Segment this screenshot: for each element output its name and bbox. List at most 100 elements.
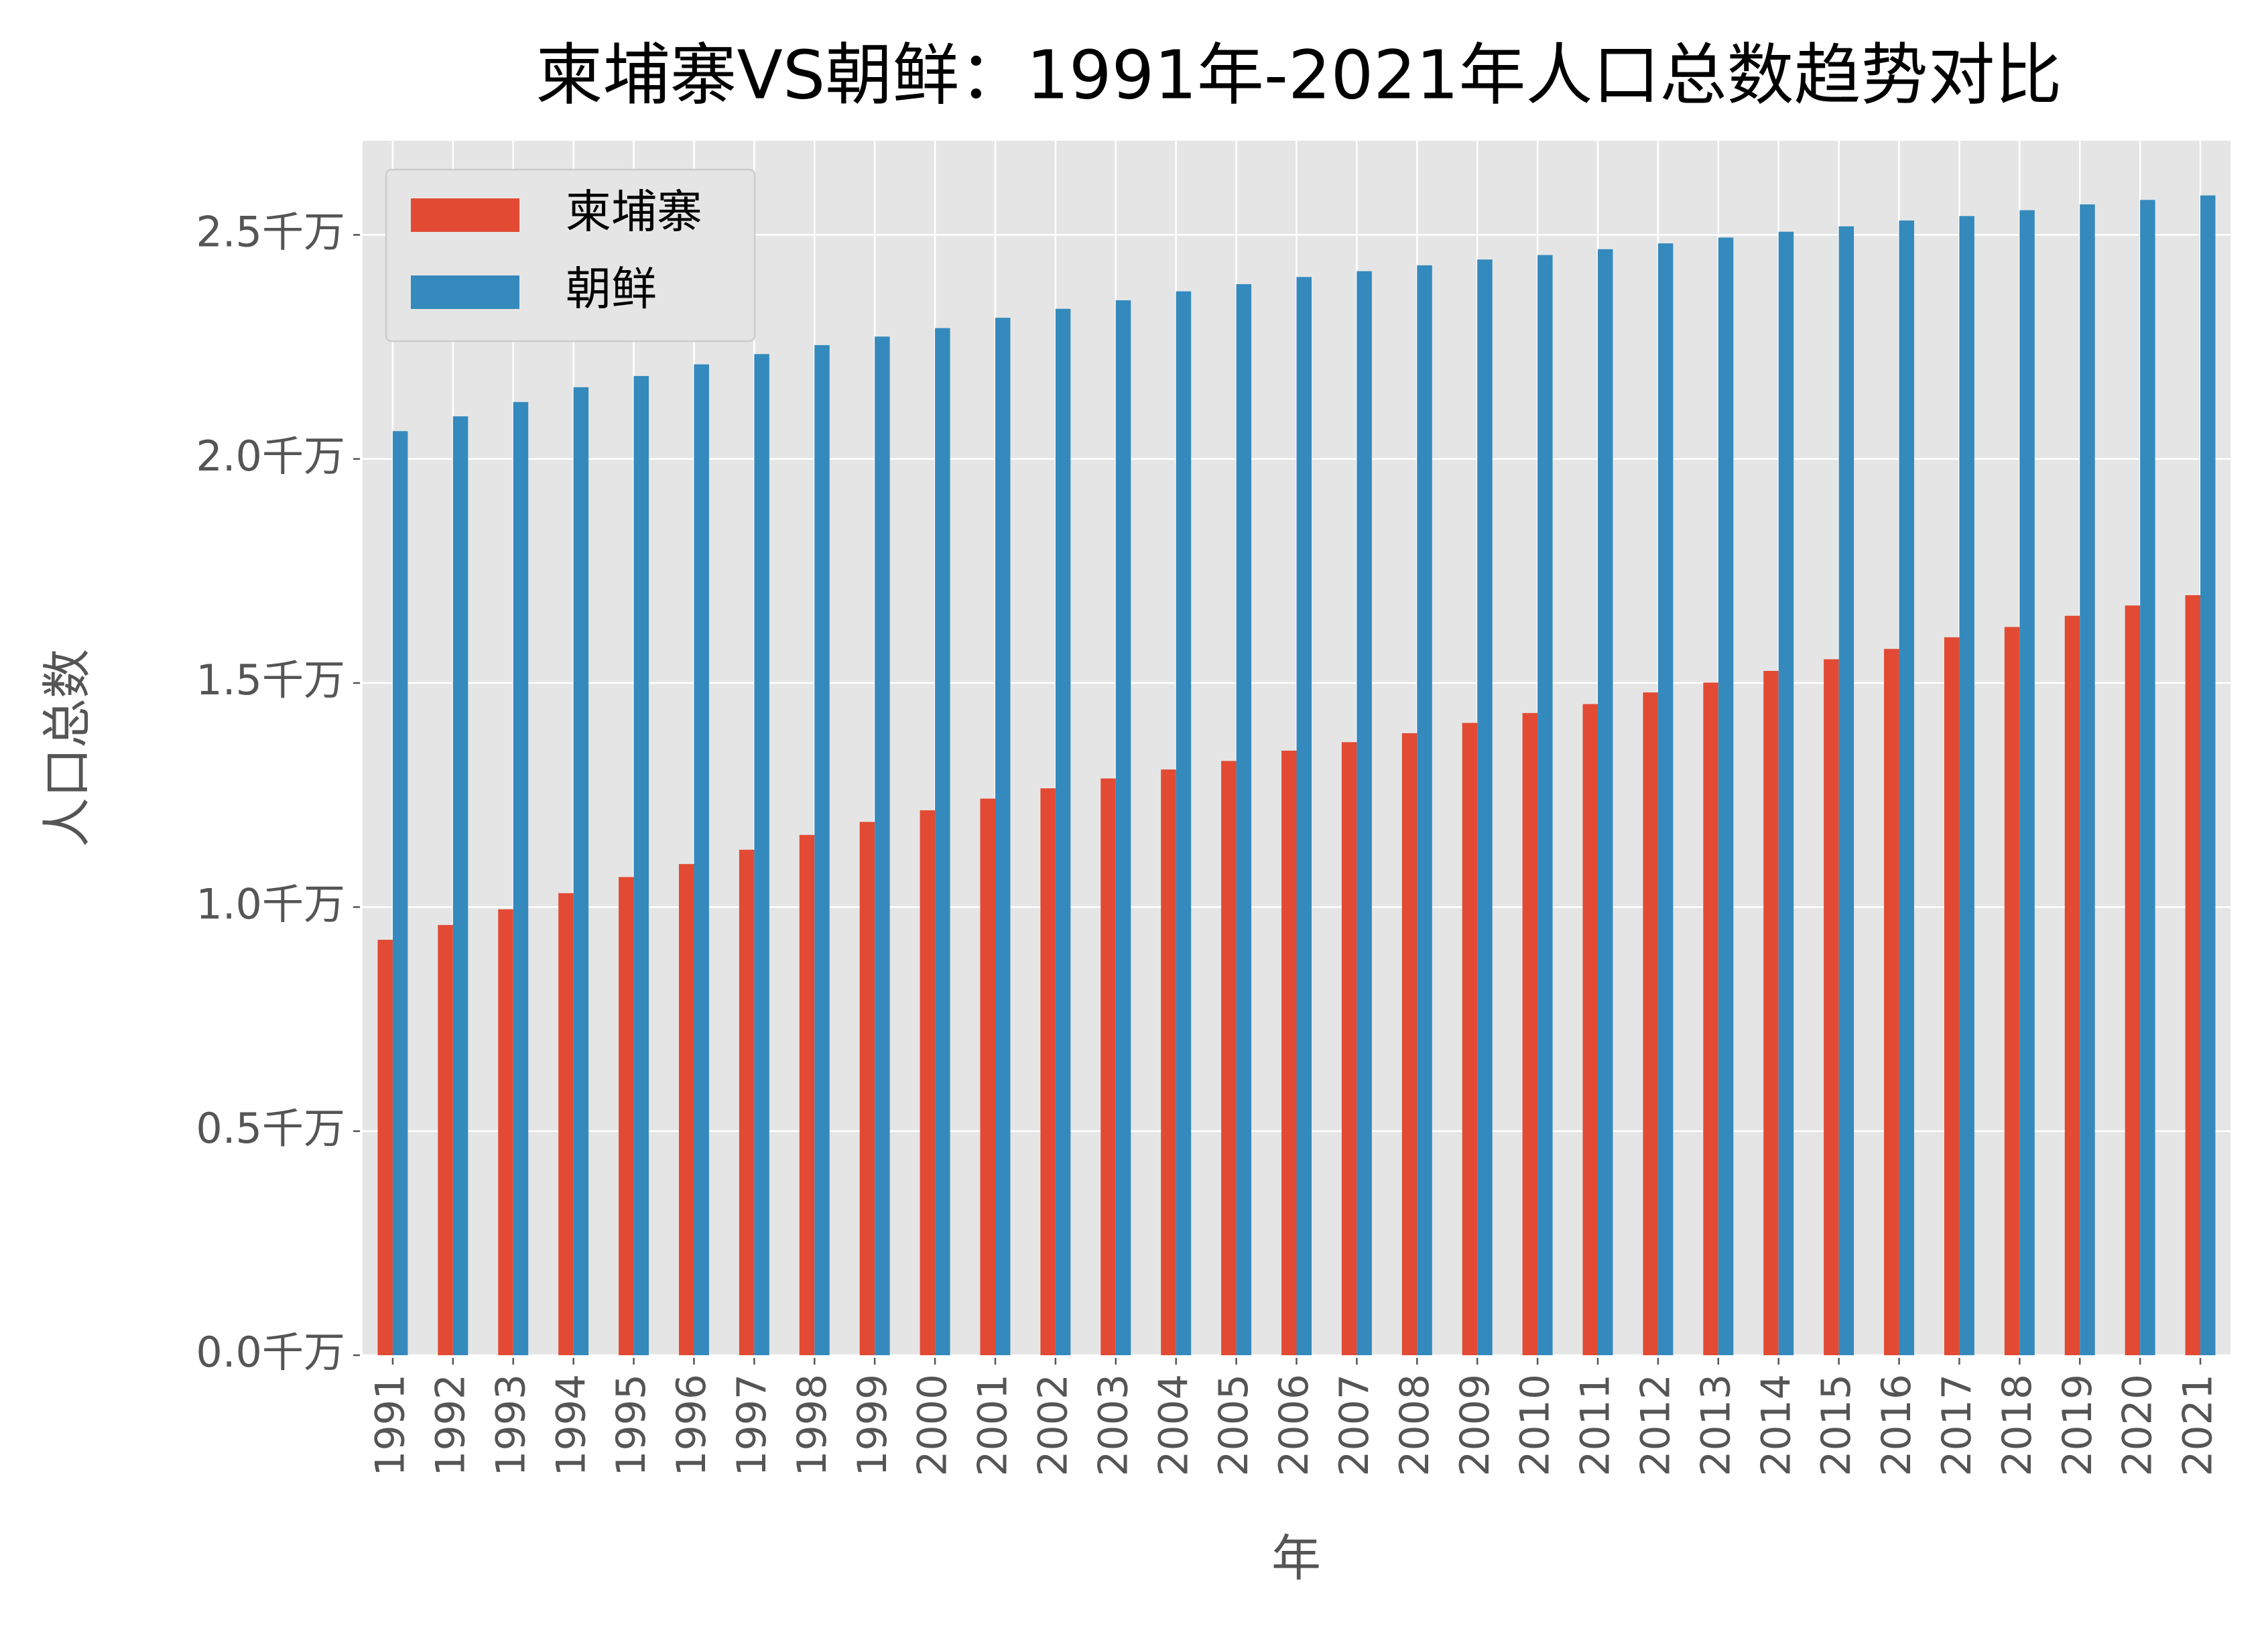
bar <box>558 893 574 1355</box>
y-tick-label: 2.0千万 <box>196 432 345 481</box>
x-tick-label: 2004 <box>1150 1374 1197 1477</box>
bar <box>1176 291 1192 1355</box>
bar <box>438 925 453 1355</box>
bar <box>2185 594 2201 1355</box>
y-tick-label: 1.0千万 <box>196 879 345 928</box>
x-tick-label: 1991 <box>367 1374 414 1477</box>
bar <box>1115 300 1131 1355</box>
bar <box>1522 712 1538 1355</box>
bar <box>678 864 694 1355</box>
bar <box>1401 733 1418 1355</box>
bar <box>920 810 936 1355</box>
bar <box>935 328 950 1356</box>
bar <box>1161 769 1176 1355</box>
bar <box>1236 284 1252 1355</box>
bar <box>2140 200 2155 1355</box>
x-tick-label: 2017 <box>1934 1374 1980 1477</box>
bar <box>1824 659 1839 1355</box>
bar <box>633 376 649 1355</box>
x-tick-label: 2011 <box>1572 1374 1619 1477</box>
x-tick-label: 2015 <box>1813 1374 1860 1477</box>
x-tick-label: 2002 <box>1029 1374 1076 1477</box>
bar <box>1838 226 1854 1355</box>
x-tick-label: 1998 <box>789 1374 836 1477</box>
bar <box>1899 221 1915 1355</box>
bar <box>1657 243 1674 1356</box>
x-tick-label: 2020 <box>2115 1374 2161 1477</box>
bar <box>1944 637 1960 1356</box>
bar <box>1884 649 1899 1356</box>
y-axis-label: 人口总数 <box>39 649 97 847</box>
bar <box>1778 231 1794 1355</box>
bar <box>513 401 529 1356</box>
bar <box>814 345 830 1355</box>
x-tick-label: 2003 <box>1090 1374 1137 1477</box>
bar <box>1221 761 1237 1355</box>
bar <box>754 354 769 1356</box>
y-tick-label: 0.0千万 <box>196 1328 345 1377</box>
bar <box>1281 751 1297 1355</box>
bar <box>2080 204 2095 1355</box>
x-tick-label: 1997 <box>729 1374 775 1477</box>
bar <box>1703 682 1718 1355</box>
x-axis-label: 年 <box>1271 1530 1321 1588</box>
x-tick-label: 2012 <box>1633 1374 1680 1477</box>
bar <box>799 834 815 1355</box>
bar <box>859 822 875 1355</box>
bar <box>2125 605 2141 1355</box>
x-tick-label: 2000 <box>909 1374 956 1477</box>
bar <box>1357 271 1372 1355</box>
x-tick-label: 2008 <box>1391 1374 1438 1477</box>
x-tick-label: 2001 <box>970 1374 1017 1477</box>
legend-swatch <box>411 198 519 232</box>
bar <box>1537 255 1553 1355</box>
x-tick-label: 1995 <box>608 1374 655 1477</box>
bar <box>392 431 408 1355</box>
bar <box>452 416 468 1355</box>
bar <box>498 909 513 1355</box>
bar <box>377 940 393 1355</box>
x-tick-label: 1993 <box>487 1374 534 1477</box>
bar <box>1763 670 1779 1355</box>
bar <box>1040 788 1056 1355</box>
bar <box>694 364 709 1355</box>
bar <box>619 877 634 1355</box>
bar <box>1055 308 1071 1355</box>
bar <box>2200 195 2216 1355</box>
bar <box>739 849 755 1355</box>
bar <box>875 336 890 1355</box>
x-tick-label: 2009 <box>1452 1374 1499 1477</box>
bar <box>2064 615 2080 1356</box>
bar <box>1582 704 1598 1355</box>
legend-swatch <box>411 275 519 309</box>
x-tick-label: 2006 <box>1271 1374 1318 1477</box>
y-tick-label: 0.5千万 <box>196 1104 345 1153</box>
bar <box>573 387 589 1356</box>
bar <box>1598 249 1613 1356</box>
bar <box>1341 742 1357 1355</box>
x-tick-label: 2005 <box>1210 1374 1257 1477</box>
bar <box>2019 210 2035 1355</box>
bar <box>1477 259 1493 1355</box>
bar <box>1100 778 1116 1355</box>
x-tick-label: 2019 <box>2054 1374 2101 1477</box>
x-tick-label: 1994 <box>548 1374 594 1477</box>
x-tick-label: 2014 <box>1753 1374 1800 1477</box>
bar <box>1959 216 1974 1356</box>
bar <box>2004 627 2020 1355</box>
bar <box>1296 277 1312 1356</box>
x-tick-label: 2018 <box>1994 1374 2041 1477</box>
bar <box>1462 723 1478 1355</box>
x-tick-label: 1996 <box>668 1374 715 1477</box>
legend-label: 柬埔寨 <box>566 186 702 239</box>
legend-label: 朝鲜 <box>566 263 657 316</box>
bar <box>995 318 1011 1355</box>
y-tick-label: 2.5千万 <box>196 208 345 257</box>
x-tick-label: 2021 <box>2175 1374 2222 1477</box>
x-tick-label: 2010 <box>1512 1374 1559 1477</box>
x-tick-label: 1999 <box>849 1374 896 1477</box>
y-tick-label: 1.5千万 <box>196 655 345 704</box>
bar <box>1718 237 1734 1356</box>
bar <box>980 798 995 1355</box>
